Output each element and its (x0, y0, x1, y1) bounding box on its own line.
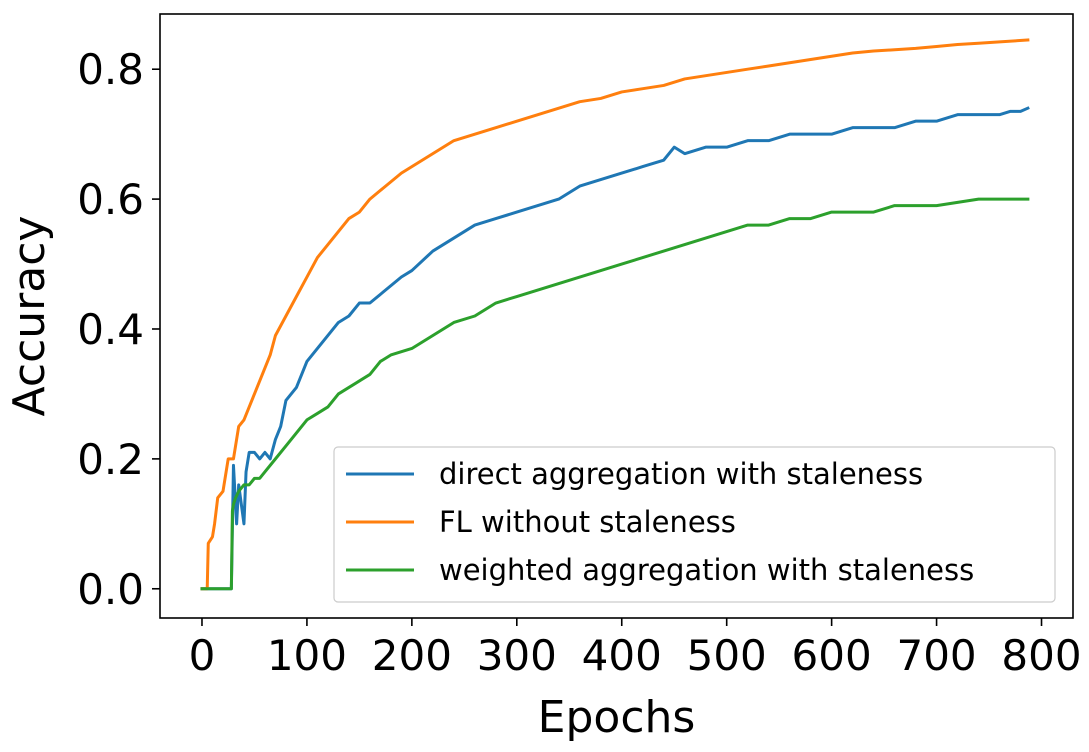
y-tick-label: 0.0 (77, 565, 144, 614)
series-layer (200, 38, 1030, 591)
y-tick-label: 0.4 (77, 305, 144, 354)
x-tick-label: 600 (792, 631, 872, 680)
series-line-0 (200, 106, 1030, 591)
ticks-layer: 0 100 200 300 400 500 600 700 800 0.0 0.2 0.4 0.6 0.8 (77, 45, 1081, 680)
x-tick-label: 200 (372, 631, 452, 680)
legend-box (333, 446, 1056, 603)
legend-label-0: direct aggregation with staleness (439, 457, 923, 491)
x-tick-label: 800 (1001, 631, 1081, 680)
series-line-2 (200, 197, 1030, 591)
y-tick-label: 0.2 (77, 435, 144, 484)
x-tick-label: 500 (687, 631, 767, 680)
x-tick-label: 300 (477, 631, 557, 680)
legend: direct aggregation with staleness FL with… (333, 446, 1056, 603)
x-tick-label: 0 (189, 631, 216, 680)
x-tick-label: 700 (896, 631, 976, 680)
x-axis-label: Epochs (538, 692, 696, 743)
legend-items: direct aggregation with staleness FL with… (346, 457, 974, 587)
y-tick-label: 0.8 (77, 45, 144, 94)
legend-label-1: FL without staleness (439, 505, 736, 539)
x-tick-label: 100 (267, 631, 347, 680)
y-tick-label: 0.6 (77, 175, 144, 224)
series-line-1 (200, 38, 1030, 591)
y-axis-label: Accuracy (4, 216, 55, 417)
plot-frame (159, 13, 1074, 619)
x-tick-label: 400 (582, 631, 662, 680)
legend-label-2: weighted aggregation with staleness (439, 553, 974, 587)
